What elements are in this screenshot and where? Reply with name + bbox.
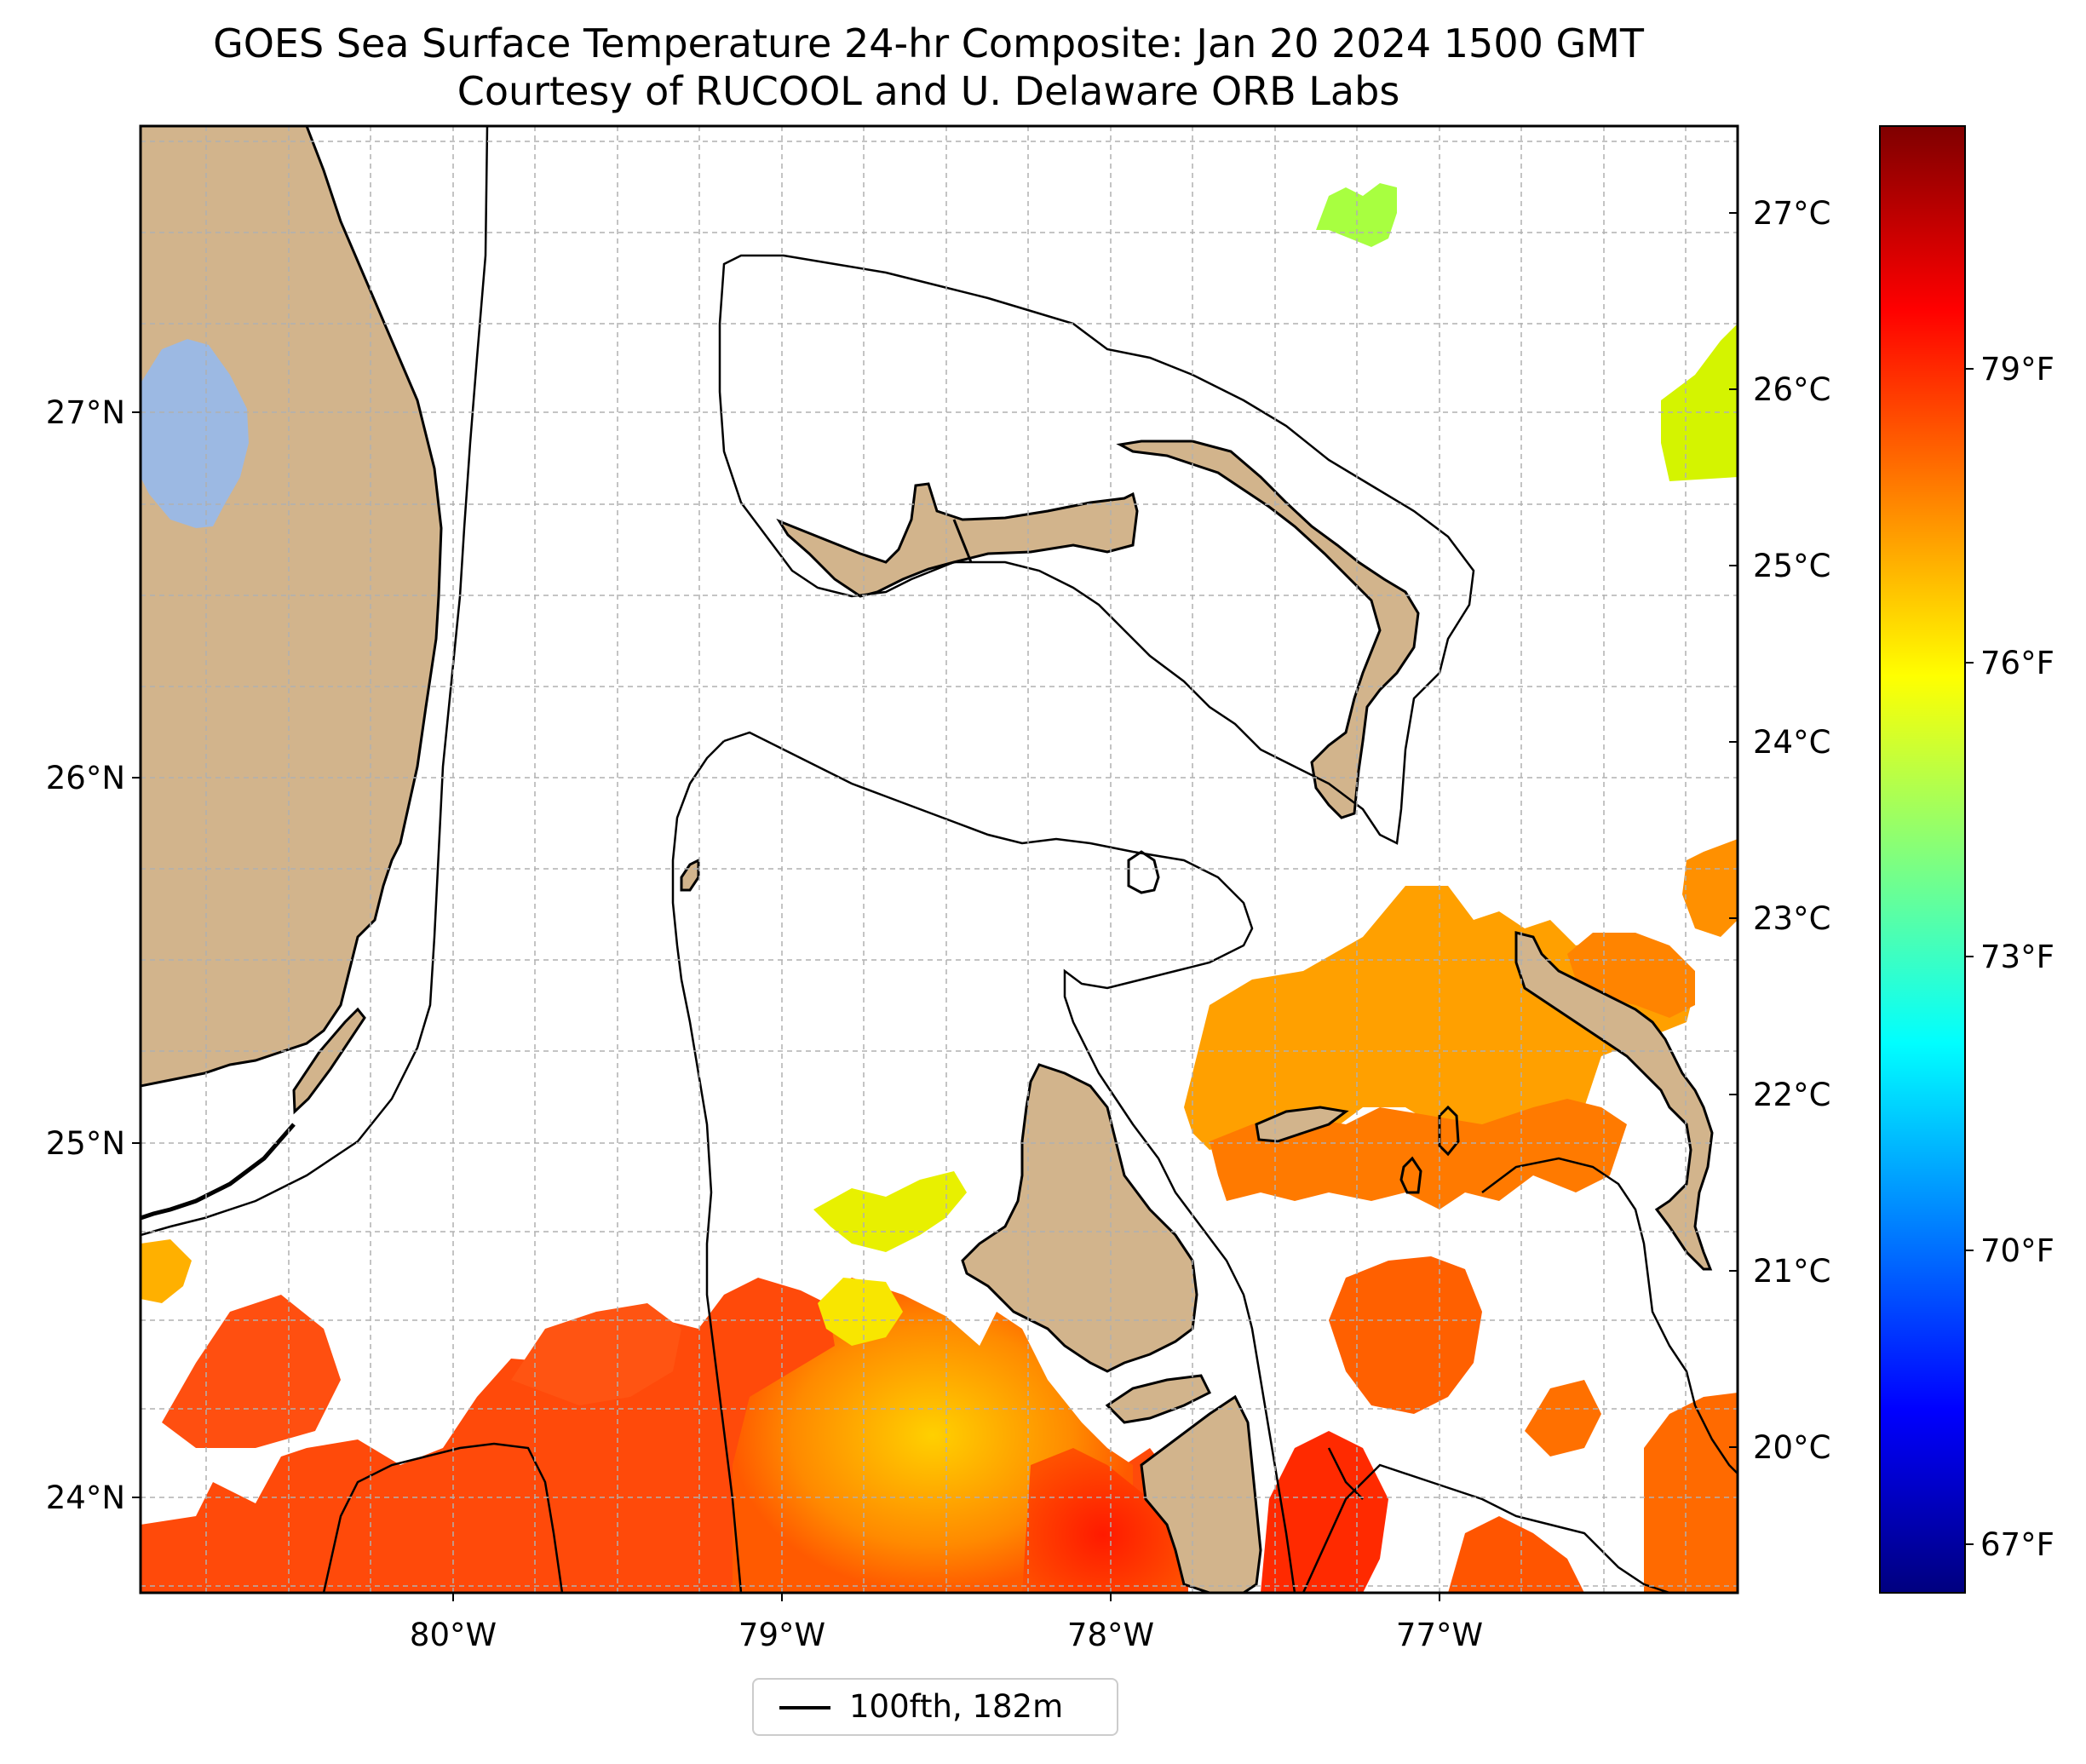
sst-greenish-patch (813, 1171, 967, 1252)
lon-label-79w: 79°W (738, 1617, 825, 1653)
isobath-south-west (322, 1442, 564, 1593)
grand-bahama-island (776, 482, 1139, 598)
map-area (141, 126, 1738, 1593)
bimini-islands (680, 858, 700, 892)
sst-east-red (1261, 1431, 1388, 1593)
lon-label-78w: 78°W (1067, 1617, 1154, 1653)
axis-ticks (132, 411, 1440, 1601)
celsius-label-20: 20°C (1753, 1429, 1830, 1466)
isobath-great-bahama-bank-west (671, 740, 743, 1593)
lon-label-77w: 77°W (1396, 1617, 1483, 1653)
fahrenheit-label-67: 67°F (1980, 1526, 2054, 1563)
berry-islands (1127, 850, 1160, 894)
small-cays (1399, 1105, 1460, 1194)
celsius-label-21: 21°C (1753, 1253, 1830, 1290)
lake-okeechobee (141, 339, 249, 528)
florida-keys (292, 1007, 366, 1115)
celsius-label-26: 26°C (1753, 371, 1830, 408)
sst-patches (141, 183, 1738, 1593)
fahrenheit-label-70: 70°F (1980, 1233, 2054, 1269)
sst-far-east-2 (1525, 1380, 1601, 1457)
map-legend: 100fth, 182m (752, 1678, 1118, 1736)
lat-label-26: 26°N (46, 760, 125, 796)
andros-island (961, 1063, 1198, 1373)
fahrenheit-label-76: 76°F (1980, 645, 2054, 681)
sst-west-yellow (141, 1239, 192, 1303)
lat-label-24: 24°N (46, 1480, 125, 1516)
sst-ne-orange (1682, 839, 1738, 937)
sst-southwest-chunk-2 (511, 1303, 681, 1405)
fahrenheit-ticks (1965, 368, 1974, 1545)
celsius-ticks (1729, 212, 1738, 1448)
legend-line-swatch (779, 1706, 830, 1709)
andros-south (1140, 1394, 1262, 1593)
sst-ne-yellowgreen (1661, 324, 1738, 481)
grand-bahama-divider (952, 519, 973, 563)
lon-label-80w: 80°W (410, 1617, 497, 1653)
isobath-south-east-of-andros (1327, 1447, 1364, 1500)
fahrenheit-label-73: 73°F (1980, 939, 2054, 975)
map-frame (139, 124, 1739, 1594)
abaco-island (1116, 440, 1420, 819)
florida-keys-2 (141, 1123, 296, 1221)
isobath-tongue-of-ocean (1302, 1463, 1670, 1593)
celsius-label-22: 22°C (1753, 1077, 1830, 1113)
isobath-little-bahama-bank (718, 254, 1475, 845)
sst-yellow-patch (818, 1278, 903, 1346)
celsius-label-25: 25°C (1753, 548, 1830, 584)
sst-southwest-chunk (162, 1295, 341, 1448)
sst-east-orange-3 (1329, 1256, 1482, 1414)
legend-label: 100fth, 182m (849, 1688, 1064, 1725)
sst-far-east (1644, 1393, 1738, 1593)
grid-lines (141, 126, 1738, 1593)
sst-red-center (1022, 1448, 1184, 1593)
celsius-label-24: 24°C (1753, 724, 1830, 761)
isobath-exuma (1481, 1157, 1738, 1474)
celsius-label-23: 23°C (1753, 900, 1830, 937)
isobath-contours (141, 126, 1738, 1593)
isobath-great-bahama-bank (723, 731, 1296, 1593)
map-subtitle: Courtesy of RUCOOL and U. Delaware ORB L… (457, 68, 1400, 114)
isobath-florida-straits (141, 126, 489, 1237)
sst-east-red-2 (1448, 1516, 1584, 1593)
florida-landmass (141, 126, 443, 1088)
map-title: GOES Sea Surface Temperature 24-hr Compo… (213, 20, 1644, 66)
new-providence-island (1255, 1106, 1349, 1143)
fahrenheit-label-79: 79°F (1980, 351, 2054, 388)
celsius-label-27: 27°C (1753, 195, 1830, 232)
eleuthera-island (1514, 931, 1714, 1271)
lat-label-25: 25°N (46, 1125, 125, 1162)
colorbar (1879, 125, 1966, 1594)
andros-mid (1105, 1374, 1212, 1424)
lat-label-27: 27°N (46, 394, 125, 431)
sst-ne-orange-2 (1567, 933, 1695, 1018)
